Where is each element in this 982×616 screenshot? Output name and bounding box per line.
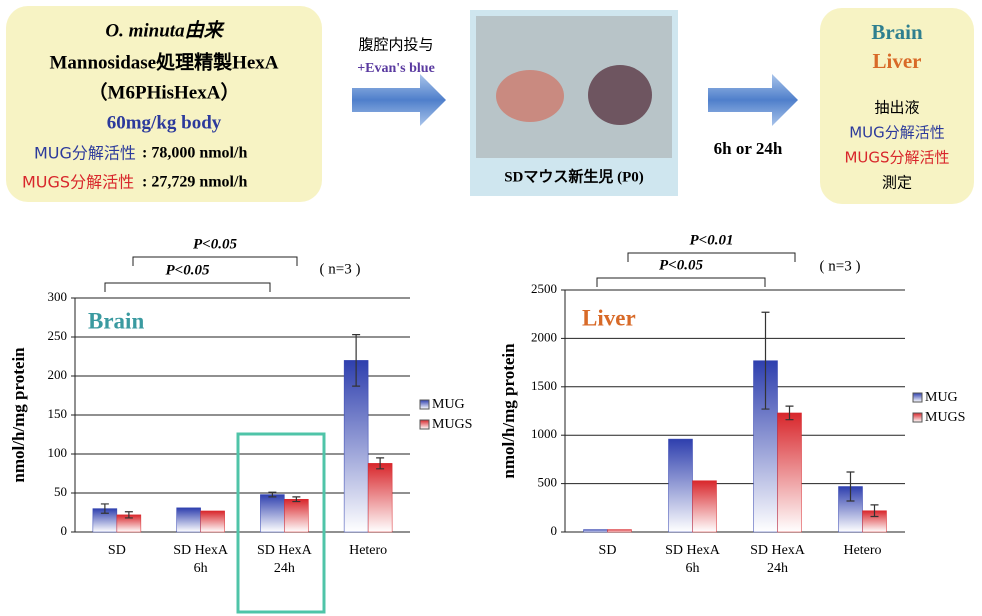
error-bar [846,471,855,502]
bar [607,529,632,533]
step-label: 腹腔内投与 [358,36,433,53]
error-bar [268,491,277,498]
bar [343,360,369,533]
x-tick-label: Hetero [349,543,387,558]
y-tick-label: 1000 [531,426,557,441]
source-line: Mannosidase処理精製HexA [49,50,278,73]
bar [176,507,201,533]
x-tick-label: 6h [194,561,208,576]
error-bar [100,503,109,514]
mugs-label: MUGS分解活性 [22,173,134,192]
annotation: P<0.05 [659,257,703,273]
legend-label: MUGS [925,410,965,425]
bracket [104,282,271,292]
x-tick-label: SD HexA [257,543,313,558]
annotation: P<0.05 [193,236,237,252]
error-bar [292,496,301,503]
y-tick-label: 2500 [531,281,557,296]
bar [284,498,309,533]
legend-label: MUGS [432,417,472,432]
mug-value: : 78,000 nmol/h [142,145,247,162]
x-tick-label: 24h [274,561,295,576]
y-tick-label: 500 [538,475,558,490]
legend-swatch [419,419,430,430]
legend-swatch [912,392,923,403]
error-bar [870,504,879,518]
annotation: P<0.01 [690,232,734,248]
y-tick-label: 150 [48,406,68,421]
y-tick-label: 300 [48,289,68,304]
x-tick-label: Hetero [843,543,881,558]
bar [777,412,802,533]
y-tick-label: 1500 [531,378,557,393]
bar [367,463,393,533]
x-tick-label: SD [108,543,126,558]
y-tick-label: 2000 [531,329,557,344]
legend-swatch [912,412,923,423]
error-bar [785,405,794,421]
x-tick-label: SD HexA [750,543,806,558]
x-tick-label: SD HexA [173,543,229,558]
step-label: +Evan's blue [357,61,435,76]
chart-title: Liver [582,305,636,330]
chart-title: Brain [88,308,144,333]
annotation: P<0.05 [166,262,210,278]
source-box [6,6,322,202]
x-tick-label: SD [599,543,617,558]
annotation: ( n=3 ) [320,261,361,277]
y-tick-label: 0 [61,523,68,538]
error-bar [376,457,385,470]
annotation: ( n=3 ) [820,258,861,274]
y-axis-title: nmol/h/mg protein [9,347,28,483]
error-bar [352,334,361,387]
source-dose: 60mg/kg body [107,112,222,133]
legend-label: MUG [432,397,465,412]
mug-label: MUG分解活性 [34,144,136,163]
photo-mouse [588,65,652,125]
bracket [596,277,766,287]
photo-caption: SDマウス新生児 (P0) [504,167,644,185]
y-tick-label: 200 [48,367,68,382]
step-label: 6h or 24h [714,139,783,158]
y-tick-label: 250 [48,328,68,343]
x-tick-label: SD HexA [665,543,721,558]
photo-mouse [496,70,564,122]
result-box [820,8,974,204]
bar [668,438,693,533]
organ: Brain [871,20,923,44]
y-axis-title: nmol/h/mg protein [499,343,518,479]
highlight-box [236,432,326,614]
bar [583,529,608,533]
y-tick-label: 0 [551,523,558,538]
x-tick-label: 6h [686,561,700,576]
result-line: MUG分解活性 [849,124,945,142]
result-line: 抽出液 [874,99,919,117]
arrow [708,74,798,126]
bar [692,480,717,533]
y-tick-label: 100 [48,445,68,460]
y-tick-label: 50 [54,484,67,499]
bar [260,494,285,533]
result-line: MUGS分解活性 [844,149,949,167]
error-bar [124,511,133,519]
x-tick-label: 24h [767,561,788,576]
organ: Liver [873,49,922,73]
error-bar [761,311,770,410]
source-line: （M6PHisHexA） [89,80,240,103]
source-line: O. minuta由来 [105,19,225,41]
bar [200,510,225,533]
legend-label: MUG [925,390,958,405]
legend-swatch [419,399,430,410]
bracket [627,252,796,262]
mugs-value: : 27,729 nmol/h [142,174,247,191]
bracket [132,256,298,266]
arrow [352,74,446,126]
result-line: 測定 [882,174,912,192]
